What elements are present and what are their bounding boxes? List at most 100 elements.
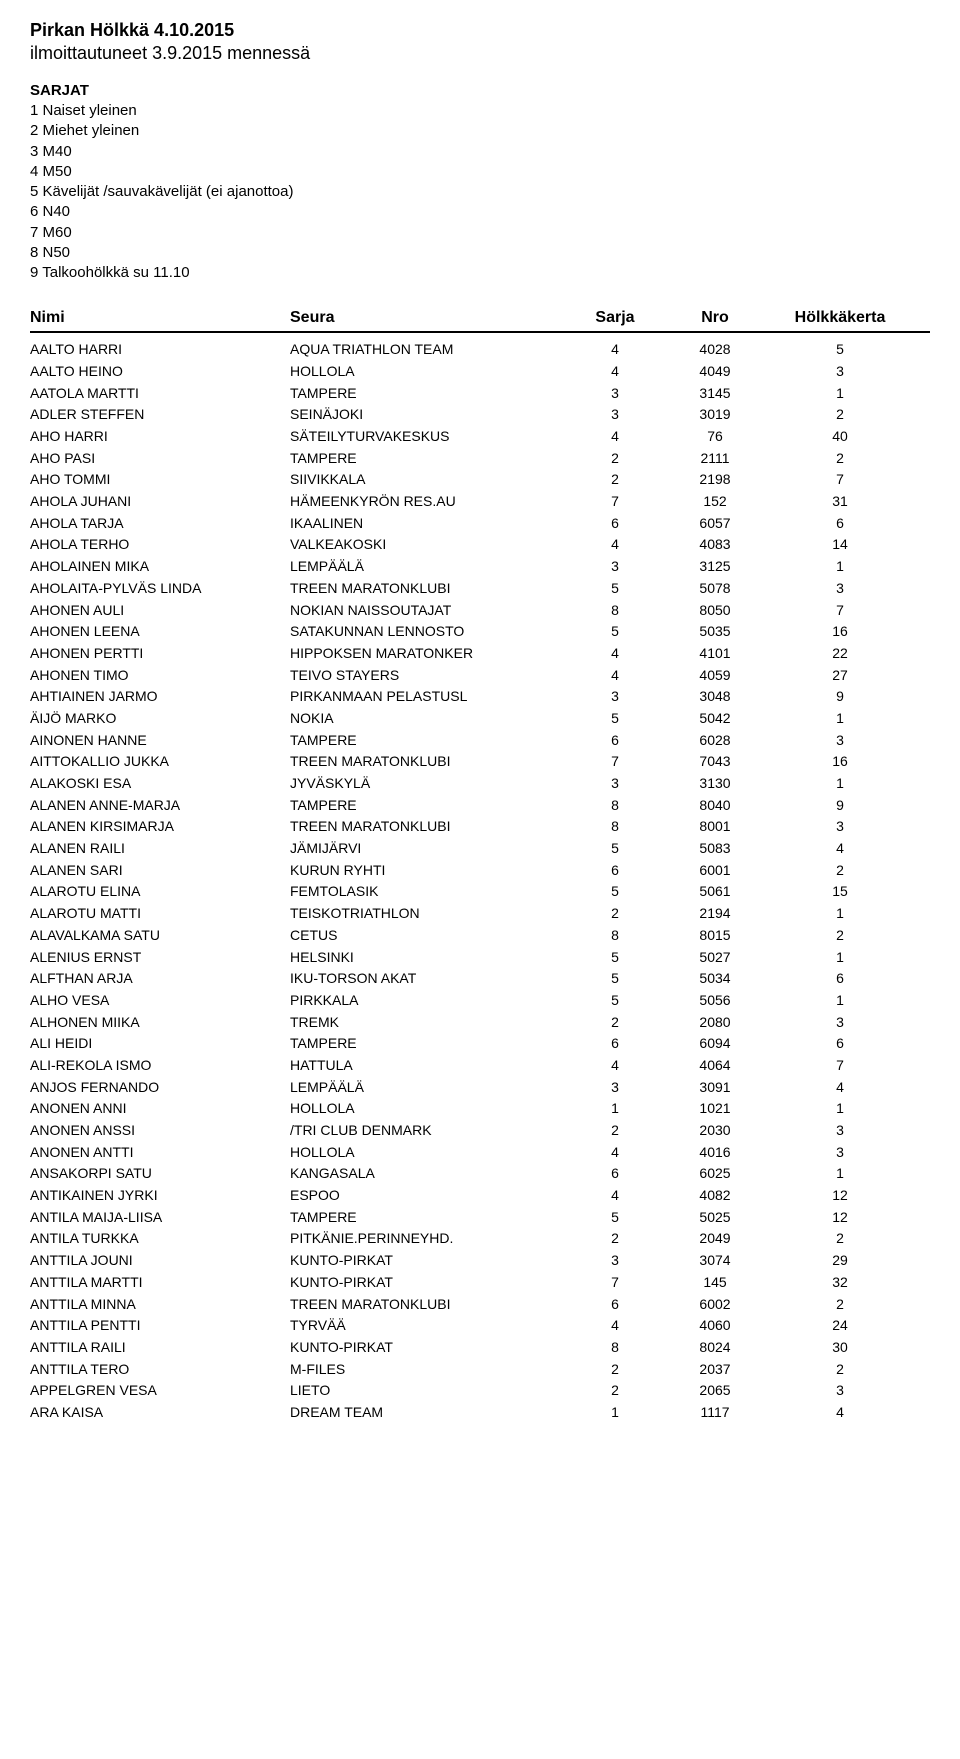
cell-series: 8 [570,925,660,947]
cell-club: TEISKOTRIATHLON [290,903,570,925]
cell-bib: 2037 [660,1359,770,1381]
cell-series: 5 [570,968,660,990]
cell-name: AHONEN LEENA [30,621,290,643]
cell-bib: 8040 [660,795,770,817]
cell-count: 31 [770,491,910,513]
cell-club: TREMK [290,1012,570,1034]
cell-series: 3 [570,556,660,578]
table-row: AHO TOMMISIIVIKKALA221987 [30,469,930,491]
cell-count: 3 [770,1142,910,1164]
table-row: ANTIKAINEN JYRKIESPOO4408212 [30,1185,930,1207]
cell-bib: 2049 [660,1228,770,1250]
cell-name: ANJOS FERNANDO [30,1077,290,1099]
table-row: ANTTILA MINNATREEN MARATONKLUBI660022 [30,1294,930,1316]
cell-name: AHONEN AULI [30,600,290,622]
header-count: Hölkkäkerta [770,309,910,327]
cell-series: 8 [570,795,660,817]
table-row: ALHO VESAPIRKKALA550561 [30,990,930,1012]
cell-series: 4 [570,1185,660,1207]
cell-name: AATOLA MARTTI [30,383,290,405]
cell-name: ANONEN ANTTI [30,1142,290,1164]
cell-club: SÄTEILYTURVAKESKUS [290,426,570,448]
cell-club: IKAALINEN [290,513,570,535]
table-row: ALAVALKAMA SATUCETUS880152 [30,925,930,947]
cell-series: 4 [570,665,660,687]
cell-bib: 4083 [660,534,770,556]
cell-count: 5 [770,339,910,361]
table-row: AATOLA MARTTITAMPERE331451 [30,383,930,405]
table-row: ANONEN ANSSI/TRI CLUB DENMARK220303 [30,1120,930,1142]
cell-series: 3 [570,1077,660,1099]
table-row: AHONEN TIMOTEIVO STAYERS4405927 [30,665,930,687]
cell-series: 6 [570,513,660,535]
cell-club: HÄMEENKYRÖN RES.AU [290,491,570,513]
cell-series: 2 [570,1359,660,1381]
cell-count: 3 [770,730,910,752]
cell-count: 6 [770,1033,910,1055]
table-row: ALFTHAN ARJAIKU-TORSON AKAT550346 [30,968,930,990]
cell-club: KURUN RYHTI [290,860,570,882]
cell-name: ANTILA MAIJA-LIISA [30,1207,290,1229]
cell-club: CETUS [290,925,570,947]
cell-bib: 5042 [660,708,770,730]
cell-count: 40 [770,426,910,448]
table-row: ALAKOSKI ESAJYVÄSKYLÄ331301 [30,773,930,795]
cell-count: 1 [770,947,910,969]
cell-count: 9 [770,795,910,817]
cell-bib: 145 [660,1272,770,1294]
cell-bib: 2030 [660,1120,770,1142]
cell-series: 3 [570,1250,660,1272]
cell-count: 2 [770,925,910,947]
cell-count: 2 [770,860,910,882]
cell-name: ALENIUS ERNST [30,947,290,969]
cell-name: ANTTILA PENTTI [30,1315,290,1337]
cell-club: HIPPOKSEN MARATONKER [290,643,570,665]
cell-club: HOLLOLA [290,1098,570,1120]
cell-name: ANTILA TURKKA [30,1228,290,1250]
cell-series: 5 [570,578,660,600]
cell-count: 4 [770,1402,910,1424]
cell-bib: 3091 [660,1077,770,1099]
cell-count: 3 [770,1120,910,1142]
cell-name: AHOLA TERHO [30,534,290,556]
cell-bib: 8050 [660,600,770,622]
table-row: ALHONEN MIIKATREMK220803 [30,1012,930,1034]
cell-name: ÄIJÖ MARKO [30,708,290,730]
cell-bib: 3074 [660,1250,770,1272]
cell-club: TREEN MARATONKLUBI [290,1294,570,1316]
cell-name: AHOLAITA-PYLVÄS LINDA [30,578,290,600]
cell-bib: 5061 [660,881,770,903]
cell-count: 1 [770,1163,910,1185]
table-row: ANJOS FERNANDOLEMPÄÄLÄ330914 [30,1077,930,1099]
cell-count: 9 [770,686,910,708]
cell-club: PIRKKALA [290,990,570,1012]
cell-series: 6 [570,1294,660,1316]
cell-bib: 2198 [660,469,770,491]
cell-count: 30 [770,1337,910,1359]
cell-club: TYRVÄÄ [290,1315,570,1337]
cell-count: 3 [770,1380,910,1402]
cell-bib: 1021 [660,1098,770,1120]
cell-series: 4 [570,534,660,556]
table-header-row: Nimi Seura Sarja Nro Hölkkäkerta [30,303,930,333]
table-row: ANONEN ANTTIHOLLOLA440163 [30,1142,930,1164]
cell-count: 1 [770,556,910,578]
cell-series: 4 [570,339,660,361]
cell-series: 4 [570,1055,660,1077]
cell-name: AHONEN TIMO [30,665,290,687]
cell-club: PITKÄNIE.PERINNEYHD. [290,1228,570,1250]
cell-series: 3 [570,383,660,405]
cell-club: TREEN MARATONKLUBI [290,816,570,838]
table-row: ALI-REKOLA ISMOHATTULA440647 [30,1055,930,1077]
page-subtitle: ilmoittautuneet 3.9.2015 mennessä [30,43,930,64]
cell-name: AHOLA JUHANI [30,491,290,513]
cell-count: 1 [770,990,910,1012]
cell-bib: 8015 [660,925,770,947]
cell-count: 22 [770,643,910,665]
cell-bib: 4064 [660,1055,770,1077]
cell-count: 3 [770,578,910,600]
cell-name: ALAKOSKI ESA [30,773,290,795]
cell-bib: 2065 [660,1380,770,1402]
cell-series: 1 [570,1402,660,1424]
table-row: ADLER STEFFENSEINÄJOKI330192 [30,404,930,426]
